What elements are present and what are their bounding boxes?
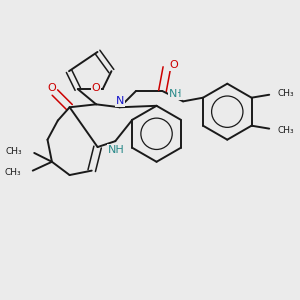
- Text: CH₃: CH₃: [278, 126, 294, 135]
- Text: O: O: [47, 83, 56, 93]
- Text: O: O: [169, 60, 178, 70]
- Text: N: N: [169, 89, 178, 99]
- Text: NH: NH: [107, 145, 124, 155]
- Text: H: H: [174, 89, 182, 99]
- Text: N: N: [116, 96, 124, 106]
- Text: CH₃: CH₃: [6, 147, 22, 156]
- Text: O: O: [92, 83, 100, 93]
- Text: CH₃: CH₃: [4, 168, 21, 177]
- Text: CH₃: CH₃: [278, 89, 294, 98]
